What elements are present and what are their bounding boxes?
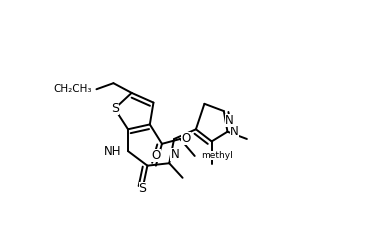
Text: N: N (170, 148, 179, 161)
Text: NH: NH (104, 145, 121, 158)
Text: S: S (139, 182, 147, 195)
Text: S: S (111, 102, 119, 115)
Text: CH₂CH₃: CH₂CH₃ (53, 84, 92, 94)
Text: N: N (225, 113, 234, 126)
Text: N: N (230, 125, 239, 138)
Text: methyl: methyl (201, 152, 233, 161)
Text: O: O (151, 149, 161, 162)
Text: O: O (182, 132, 191, 145)
